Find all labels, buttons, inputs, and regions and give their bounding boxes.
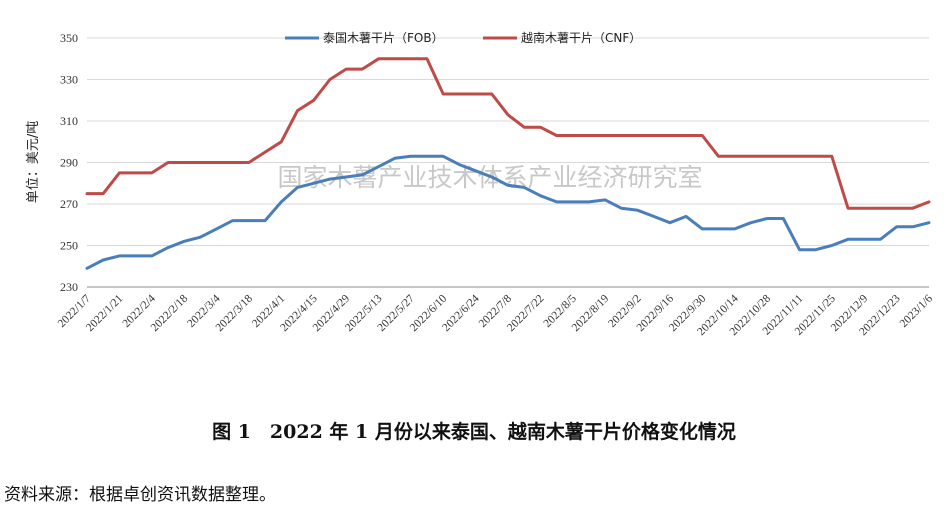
- y-axis-label: 单位：美元/吨: [26, 121, 41, 203]
- y-tick-label: 250: [60, 239, 78, 253]
- series-lines: [85, 57, 931, 270]
- y-tick-label: 350: [60, 31, 78, 45]
- chart-legend: 泰国木薯干片（FOB） 越南木薯干片（CNF）: [285, 30, 641, 45]
- y-tick-label: 270: [60, 197, 78, 211]
- y-tick-label: 330: [60, 73, 78, 87]
- y-tick-label: 310: [60, 114, 78, 128]
- y-tick-label: 230: [60, 280, 78, 294]
- figure-caption: 图 1 2022 年 1 月份以来泰国、越南木薯干片价格变化情况: [212, 421, 736, 443]
- price-line-chart: 230 250 270 290 310 330 350 2022/1/72022/1/212…: [26, 30, 936, 338]
- series-line-1: [85, 154, 931, 270]
- legend-label-1: 泰国木薯干片（FOB）: [323, 31, 444, 45]
- data-source-note: 资料来源：根据卓创资讯数据整理。: [4, 485, 276, 505]
- y-tick-label: 290: [60, 156, 78, 170]
- series-line-2: [85, 57, 931, 210]
- x-tick-label: 2023/1/6: [898, 292, 936, 330]
- y-axis-ticks: 230 250 270 290 310 330 350: [60, 31, 78, 294]
- x-axis-ticks: 2022/1/72022/1/212022/2/42022/2/182022/3…: [56, 292, 936, 338]
- legend-label-2: 越南木薯干片（CNF）: [521, 30, 641, 45]
